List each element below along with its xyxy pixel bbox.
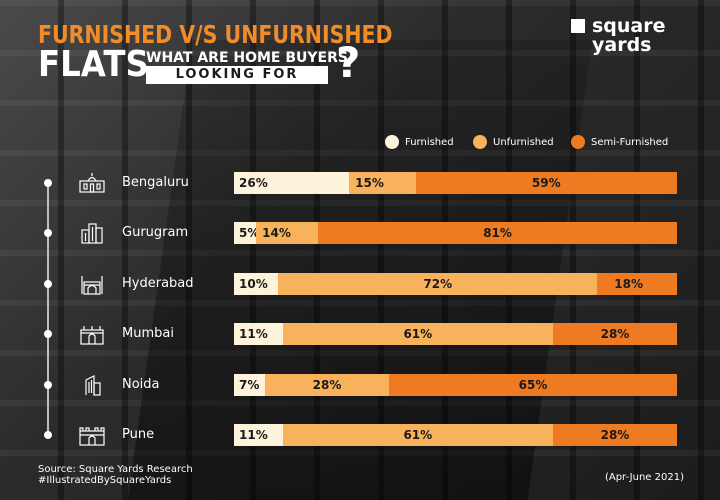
- stacked-bar: 7% 28% 65%: [234, 374, 677, 396]
- bar-segment-furnished: 10%: [234, 273, 279, 295]
- data-label: 61%: [403, 327, 433, 341]
- bar-segment-unfurnished: 15%: [349, 172, 416, 194]
- source-line2: #IllustratedBySquareYards: [38, 475, 172, 486]
- skyscraper-icon: [78, 222, 106, 244]
- city-label: Mumbai: [122, 326, 174, 341]
- gateway-of-india-icon: [78, 323, 106, 345]
- title-line1: FURNISHED V/S UNFURNISHED: [38, 20, 393, 49]
- timeline-dot: [44, 179, 52, 187]
- data-label: 18%: [614, 277, 643, 291]
- data-label: 10%: [239, 277, 268, 291]
- stacked-bar: 26% 15% 59%: [234, 172, 677, 194]
- bar-segment-semi-furnished: 28%: [552, 424, 677, 446]
- data-label: 7%: [239, 378, 260, 392]
- data-label: 26%: [239, 176, 268, 190]
- legend-unfurnished-label: Unfurnished: [493, 136, 554, 148]
- stacked-bar: 11% 61% 28%: [234, 323, 677, 345]
- bar-segment-furnished: 11%: [234, 424, 283, 446]
- legend-semi-furnished-swatch: [571, 135, 585, 149]
- bar-segment-unfurnished: 61%: [282, 424, 553, 446]
- data-label: 65%: [518, 378, 548, 392]
- legend-furnished-swatch: [385, 135, 399, 149]
- bar-segment-semi-furnished: 81%: [318, 222, 677, 244]
- data-label: 61%: [403, 428, 433, 442]
- bar-segment-unfurnished: 61%: [282, 323, 553, 345]
- legend-furnished-label: Furnished: [405, 136, 454, 148]
- city-label: Hyderabad: [122, 276, 194, 291]
- bar-segment-semi-furnished: 18%: [597, 273, 677, 295]
- timeline-dot: [44, 431, 52, 439]
- timeline-dot: [44, 381, 52, 389]
- city-label: Gurugram: [122, 225, 189, 240]
- bar-segment-furnished: 5%: [234, 222, 260, 244]
- legend-semi-furnished-label: Semi-Furnished: [591, 136, 669, 148]
- data-label: 28%: [600, 327, 630, 341]
- data-label: 11%: [239, 428, 268, 442]
- brand-name-line2: yards: [592, 34, 652, 56]
- bar-segment-semi-furnished: 59%: [415, 172, 677, 194]
- bar-segment-unfurnished: 14%: [256, 222, 319, 244]
- bar-segment-furnished: 26%: [234, 172, 350, 194]
- legend-semi-furnished: Semi-Furnished: [571, 135, 668, 149]
- bar-segment-unfurnished: 72%: [278, 273, 598, 295]
- data-label: 28%: [312, 378, 342, 392]
- data-label: 81%: [483, 226, 512, 240]
- data-label: 15%: [355, 176, 384, 190]
- timeline-line: [47, 182, 49, 434]
- bar-segment-semi-furnished: 65%: [389, 374, 677, 396]
- city-label: Bengaluru: [122, 175, 189, 190]
- bar-segment-furnished: 11%: [234, 323, 283, 345]
- legend-unfurnished: Unfurnished: [473, 135, 554, 149]
- title-line2: FLATS: [38, 44, 149, 85]
- source-line1: Source: Square Yards Research: [38, 464, 193, 475]
- brand-logo-square-icon: [571, 19, 585, 33]
- stacked-bar: 5% 14% 81%: [234, 222, 677, 244]
- bar-segment-furnished: 7%: [234, 374, 265, 396]
- city-label: Noida: [122, 377, 160, 392]
- bar-segment-unfurnished: 28%: [265, 374, 390, 396]
- timeline-dot: [44, 229, 52, 237]
- legend-unfurnished-swatch: [473, 135, 487, 149]
- data-label: 28%: [600, 428, 630, 442]
- data-label: 59%: [531, 176, 561, 190]
- city-label: Pune: [122, 427, 155, 442]
- palace-icon: [78, 172, 106, 194]
- data-label: 5%: [239, 226, 260, 240]
- period-label: (Apr-June 2021): [604, 472, 684, 483]
- timeline-dot: [44, 330, 52, 338]
- timeline-dot: [44, 280, 52, 288]
- data-label: 11%: [239, 327, 268, 341]
- data-label: 72%: [423, 277, 453, 291]
- office-tower-icon: [78, 374, 106, 396]
- question-line1: WHAT ARE HOME BUYERS: [146, 50, 348, 66]
- stacked-bar: 10% 72% 18%: [234, 273, 677, 295]
- brand-name-line1: square: [592, 15, 666, 37]
- question-line2: LOOKING FOR: [146, 66, 328, 84]
- source-note: Source: Square Yards Research #Illustrat…: [38, 464, 193, 486]
- stacked-bar: 11% 61% 28%: [234, 424, 677, 446]
- legend-furnished: Furnished: [385, 135, 454, 149]
- question-mark: ?: [336, 38, 361, 87]
- data-label: 14%: [262, 226, 291, 240]
- bar-segment-semi-furnished: 28%: [552, 323, 677, 345]
- charminar-icon: [78, 273, 106, 295]
- fort-icon: [78, 424, 106, 446]
